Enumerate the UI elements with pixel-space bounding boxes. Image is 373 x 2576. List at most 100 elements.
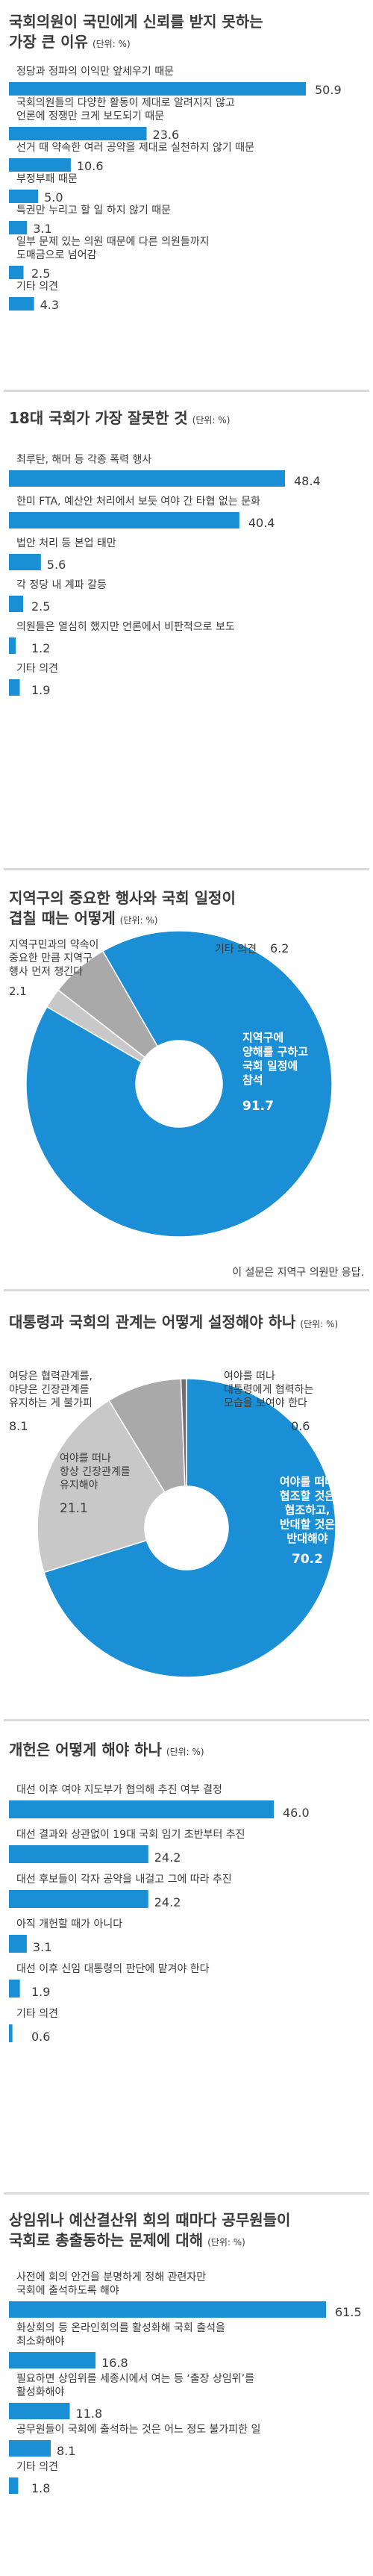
pie-slice [57, 950, 159, 1058]
bar-value-label: 40.4 [248, 516, 275, 530]
bar-value-label: 1.9 [31, 683, 50, 697]
bar-category-label: 기타 의견 [16, 281, 58, 293]
chart-note: 이 설문은 지역구 의원만 응답. [232, 1267, 364, 1279]
pie-slice-text: 지역구에 양해를 구하고 국회 일정에 참석 [242, 1031, 308, 1087]
bar [9, 1800, 274, 1818]
bar-category-label: 한미 FTA, 예산안 처리에서 보듯 여야 간 타협 없는 문화 [16, 496, 260, 508]
pie-slice-text: 여야를 떠나 대통령에게 협력하는 모습을 보여야 한다 [224, 1370, 313, 1409]
bar-category-label-line: 선거 때 약속한 여러 공약을 제대로 실천하지 않기 때문 [16, 142, 254, 154]
pie-slice-text-line: 반대해야 [286, 1532, 327, 1545]
bar-category-label: 선거 때 약속한 여러 공약을 제대로 실천하지 않기 때문 [16, 142, 254, 154]
bar-category-label: 법안 처리 등 본업 태만 [16, 537, 116, 549]
pie-slice-text-line: 유지해야 [60, 1479, 98, 1491]
pie-slice-label: 기타 의견 6.2 [215, 941, 289, 955]
bar-category-label-line: 부정부패 때문 [16, 173, 78, 185]
bar-category-label-line: 공무원들이 국회에 출석하는 것은 어느 정도 불가피한 일 [16, 2424, 260, 2436]
bar-category-label: 화상회의 등 온라인회의를 활성화해 국회 출석을 최소화해야 [16, 2322, 225, 2348]
pie-slice-value: 0.6 [291, 1419, 310, 1433]
bar-item: 한미 FTA, 예산안 처리에서 보듯 여야 간 타협 없는 문화 40.4 [9, 496, 275, 530]
bar [9, 1980, 20, 1998]
bar-value-label: 24.2 [154, 1850, 181, 1865]
bar-value-label: 1.2 [31, 641, 50, 655]
bar-category-label-line: 아직 개헌할 때가 아니다 [16, 1918, 122, 1930]
bar-category-label-line: 일부 문제 있는 의원 때문에 다른 의원들까지 [16, 236, 210, 248]
bar [9, 158, 71, 172]
bar-category-label-line: 기타 의견 [16, 281, 58, 293]
bar-category-label: 기타 의견 [16, 2008, 58, 2020]
bar [9, 679, 20, 696]
bar-category-label-line: 화상회의 등 온라인회의를 활성화해 국회 출석을 [16, 2322, 225, 2334]
bar-value-label: 10.6 [77, 159, 104, 173]
pie-slice-text-line: 대통령에게 협력하는 [224, 1384, 313, 1396]
chart-unit: (단위: %) [207, 2237, 245, 2248]
chart-title: 겹칠 때는 어떻게 (단위: %) [9, 909, 157, 927]
pie-slice-value: 8.1 [9, 1419, 28, 1433]
bar [9, 2352, 96, 2368]
chart-unit: (단위: %) [300, 1319, 338, 1329]
section-divider [4, 1289, 369, 1291]
bar-item: 기타 의견 0.6 [9, 2008, 58, 2044]
bar [9, 1935, 27, 1953]
bar-item: 화상회의 등 온라인회의를 활성화해 국회 출석을 최소화해야 16.8 [9, 2322, 225, 2370]
bar-value-label: 23.6 [153, 128, 180, 142]
bar-category-label-line: 특권만 누리고 할 일 하지 않기 때문 [16, 205, 171, 216]
bar [9, 1845, 148, 1863]
bar-value-label: 46.0 [283, 1806, 310, 1820]
pie-slice-text-line: 여야를 떠나 [60, 1453, 111, 1465]
pie-slice-text-line: 협조하고, [285, 1503, 330, 1517]
pie-slice-label: 여야를 떠나 항상 긴장관계를 유지해야 21.1 [60, 1453, 131, 1516]
bar-value-label: 3.1 [33, 222, 51, 236]
bar [9, 554, 41, 570]
chart-unit: (단위: %) [93, 39, 131, 49]
bar-category-label-line: 대선 결과와 상관없이 19대 국회 임기 초반부터 추진 [16, 1829, 245, 1841]
bar [9, 2477, 19, 2494]
pie-slice-text: 여야를 떠나 협조할 것은 협조하고, 반대할 것은 반대해야 [280, 1475, 335, 1545]
bar-category-label-line: 기타 의견 [16, 663, 58, 675]
bar-category-label: 필요하면 상임위를 세종시에서 여는 등 ‘출장 상임위’를 활성화해야 [16, 2373, 254, 2398]
bar-category-label-line: 한미 FTA, 예산안 처리에서 보듯 여야 간 타협 없는 문화 [16, 496, 260, 508]
pie-slice-text-line: 항상 긴장관계를 [60, 1466, 131, 1478]
pie-slice-text-line: 여야를 떠나 [280, 1475, 335, 1488]
section-divider [4, 1719, 369, 1721]
bar-category-label-line: 각 정당 내 계파 갈등 [16, 579, 107, 591]
pie-slice-text-line: 유지하는 게 불가피 [9, 1397, 93, 1409]
bar-item: 각 정당 내 계파 갈등 2.5 [9, 579, 107, 614]
bar-category-label-line: 법안 처리 등 본업 태만 [16, 537, 116, 549]
bar [9, 596, 24, 612]
bar-category-label: 사전에 회의 안건을 분명하게 정해 관련자만 국회에 출석하도록 해야 [16, 2271, 206, 2297]
pie-slice-text-line: 국회 일정에 [242, 1059, 298, 1073]
bar [9, 2301, 326, 2318]
bar-value-label: 1.9 [31, 1985, 50, 1999]
bar-category-label: 정당과 정파의 이익만 앞세우기 때문 [16, 66, 174, 78]
bar-value-label: 24.2 [154, 1895, 181, 1909]
bar-category-label-line: 의원들은 열심히 했지만 언론에서 비판적으로 보도 [16, 621, 235, 633]
pie-slice-text-line: 행사 먼저 챙긴다 [9, 966, 83, 978]
pie-slice-label: 여야를 떠나 대통령에게 협력하는 모습을 보여야 한다 0.6 [224, 1370, 313, 1433]
bar-value-label: 16.8 [101, 2356, 128, 2370]
chart-title: 가장 큰 이유 (단위: %) [9, 33, 131, 51]
bar-value-label: 1.8 [31, 2481, 50, 2495]
pie-slice-label: 여당은 협력관계를, 야당은 긴장관계를 유지하는 게 불가피 8.1 [9, 1370, 93, 1433]
bar-item: 정당과 정파의 이익만 앞세우기 때문 50.9 [9, 66, 342, 97]
bar-item: 기타 의견 1.9 [9, 663, 58, 697]
bar-category-label: 기타 의견 [16, 2461, 58, 2473]
bar-item: 사전에 회의 안건을 분명하게 정해 관련자만 국회에 출석하도록 해야 61.5 [9, 2271, 362, 2319]
bar-category-label: 대선 이후 신임 대통령의 판단에 맡겨야 한다 [16, 1963, 210, 1975]
bar-category-label-line: 도매금으로 넘어감 [16, 249, 97, 261]
pie-slice-text-line: 양해를 구하고 [242, 1045, 308, 1058]
section-divider [4, 868, 369, 870]
bar-item: 대선 이후 여야 지도부가 협의해 추진 여부 결정 46.0 [9, 1784, 310, 1820]
bar [9, 2403, 70, 2419]
chart-title: 국회로 총출동하는 문제에 대해 (단위: %) [9, 2231, 245, 2249]
section-divider [4, 2192, 369, 2195]
bar [9, 221, 28, 234]
bar-category-label-line: 대선 후보들이 각자 공약을 내걸고 그에 따라 추진 [16, 1874, 232, 1886]
pie-slice [180, 1378, 187, 1487]
pie-slice-label: 지역구에 양해를 구하고 국회 일정에 참석 91.7 [242, 1031, 308, 1114]
pie-slice-text: 여당은 협력관계를, 야당은 긴장관계를 유지하는 게 불가피 [9, 1370, 93, 1409]
pie-slice-text-line: 야당은 긴장관계를 [9, 1384, 90, 1396]
bar-value-label: 5.0 [44, 190, 63, 205]
bar [9, 266, 24, 279]
